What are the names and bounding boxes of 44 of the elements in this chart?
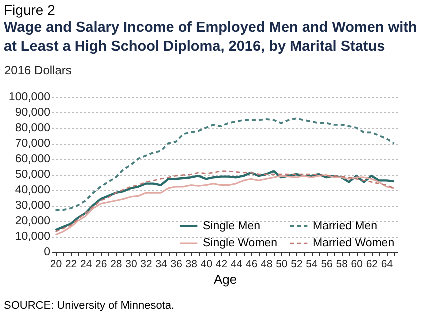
x-tick-label: 36 [170, 258, 183, 270]
x-tick-label: 26 [96, 258, 108, 270]
x-tick-label: 30 [126, 258, 138, 270]
x-tick-label: 56 [321, 258, 334, 270]
y-tick-label: 40,000 [15, 184, 50, 196]
y-tick-label: 100,000 [8, 92, 50, 104]
legend-label: Single Women [203, 238, 278, 250]
chart-subtitle: Figure 2 [4, 2, 56, 18]
x-tick-label: 52 [291, 258, 303, 270]
legend-label: Single Men [203, 220, 261, 232]
legend-label: Married Men [313, 220, 378, 232]
x-tick-label: 38 [186, 258, 198, 270]
y-tick-label: 30,000 [15, 200, 50, 212]
y-tick-label: 70,000 [15, 138, 50, 150]
y-tick-label: 10,000 [15, 231, 50, 243]
y-axis-title: 2016 Dollars [4, 64, 72, 78]
x-tick-label: 54 [306, 258, 318, 270]
chart-title: Wage and Salary Income of Employed Men and Women with at Least a High School Diploma, 2016, by Marital Status [4, 19, 418, 57]
y-tick-label: 0 [44, 246, 50, 258]
y-tick-label: 60,000 [15, 154, 50, 166]
x-tick-label: 32 [140, 258, 153, 270]
x-tick-label: 46 [246, 258, 258, 270]
x-tick-label: 62 [366, 258, 378, 270]
y-tick-label: 90,000 [15, 107, 50, 119]
y-tick-label: 80,000 [15, 122, 50, 134]
x-tick-label: 20 [50, 258, 62, 270]
x-tick-label: 44 [230, 258, 243, 270]
line-series [54, 118, 396, 212]
x-tick-label: 24 [80, 258, 92, 270]
x-tick-label: 40 [200, 258, 213, 270]
x-tick-label: 48 [261, 258, 273, 270]
x-axis-title: Age [214, 272, 238, 287]
x-tick-label: 64 [381, 258, 394, 270]
x-tick-label: 50 [276, 258, 288, 270]
x-tick-label: 58 [336, 258, 348, 270]
y-tick-label: 20,000 [15, 216, 50, 228]
y-tick-label: 50,000 [15, 169, 50, 181]
x-tick-label: 60 [351, 258, 364, 270]
x-tick-label: 34 [156, 258, 168, 270]
x-tick-label: 42 [216, 258, 228, 270]
source-note: SOURCE: University of Minnesota. [4, 300, 175, 312]
legend-label: Married Women [313, 238, 395, 250]
x-tick-label: 22 [65, 258, 78, 270]
x-tick-label: 28 [110, 258, 122, 270]
